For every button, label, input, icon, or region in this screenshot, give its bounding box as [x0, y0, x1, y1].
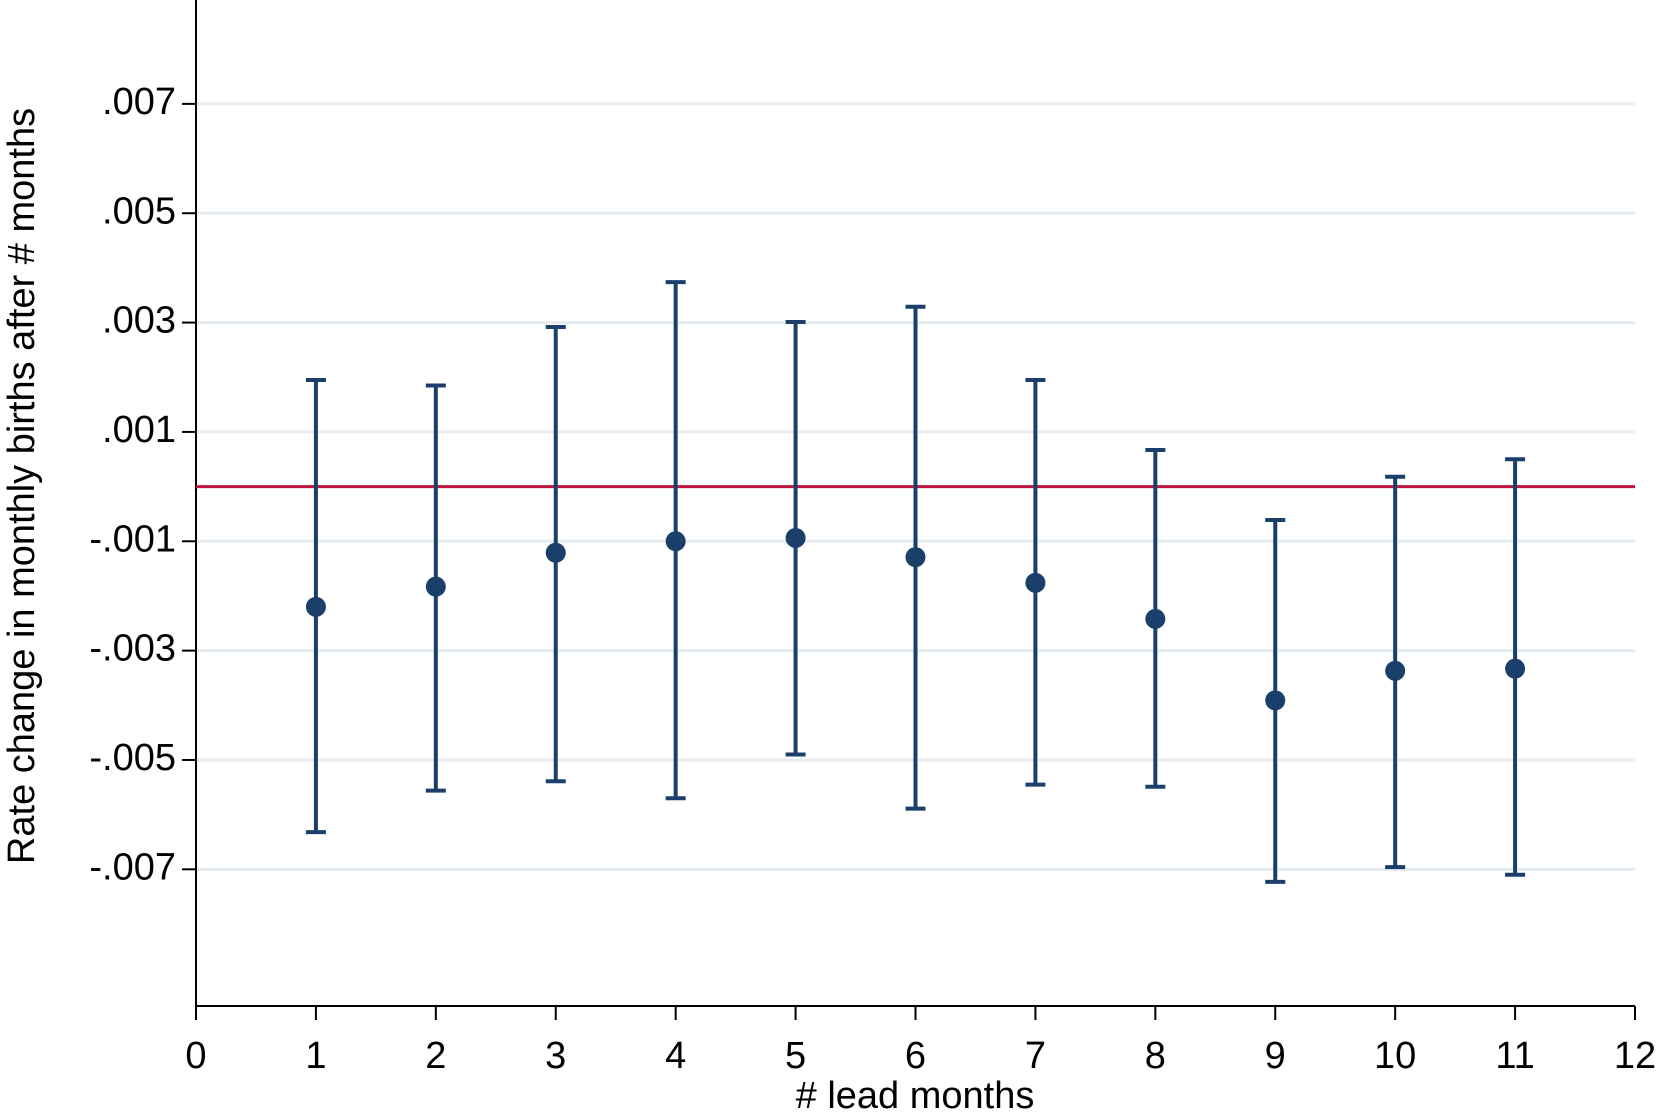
x-tick-label: 11: [1495, 1035, 1534, 1077]
point: [665, 531, 686, 552]
y-axis-label: Rate change in monthly births after # mo…: [1, 108, 43, 864]
point: [1145, 608, 1166, 629]
x-tick-label: 4: [665, 1035, 686, 1077]
x-tick-label: 2: [425, 1035, 446, 1077]
y-tick-label: .007: [102, 81, 176, 123]
x-tick-label: 12: [1614, 1035, 1656, 1077]
x-tick-label: 8: [1145, 1035, 1166, 1077]
point: [305, 596, 326, 617]
x-tick-label: 10: [1374, 1035, 1416, 1077]
y-tick-label: -.003: [89, 628, 176, 670]
x-tick-label: 9: [1265, 1035, 1286, 1077]
point: [1385, 660, 1406, 681]
y-tick-label: .001: [102, 409, 176, 451]
point: [785, 527, 806, 548]
x-tick-label: 5: [785, 1035, 806, 1077]
point: [1505, 658, 1526, 679]
y-tick-label: .005: [102, 190, 176, 232]
x-tick-label: 7: [1025, 1035, 1046, 1077]
y-tick-label: -.001: [89, 518, 176, 560]
x-tick-label: 6: [905, 1035, 926, 1077]
x-axis-label: # lead months: [796, 1075, 1035, 1117]
y-tick-label: .003: [102, 300, 176, 342]
point: [1025, 572, 1046, 593]
point: [905, 547, 926, 568]
point: [425, 576, 446, 597]
x-tick-label: 3: [545, 1035, 566, 1077]
point: [1265, 690, 1286, 711]
y-tick-label: -.005: [89, 737, 176, 779]
y-tick-label: -.007: [89, 846, 176, 888]
x-tick-label: 0: [185, 1035, 206, 1077]
point: [545, 542, 566, 563]
x-tick-label: 1: [305, 1035, 326, 1077]
